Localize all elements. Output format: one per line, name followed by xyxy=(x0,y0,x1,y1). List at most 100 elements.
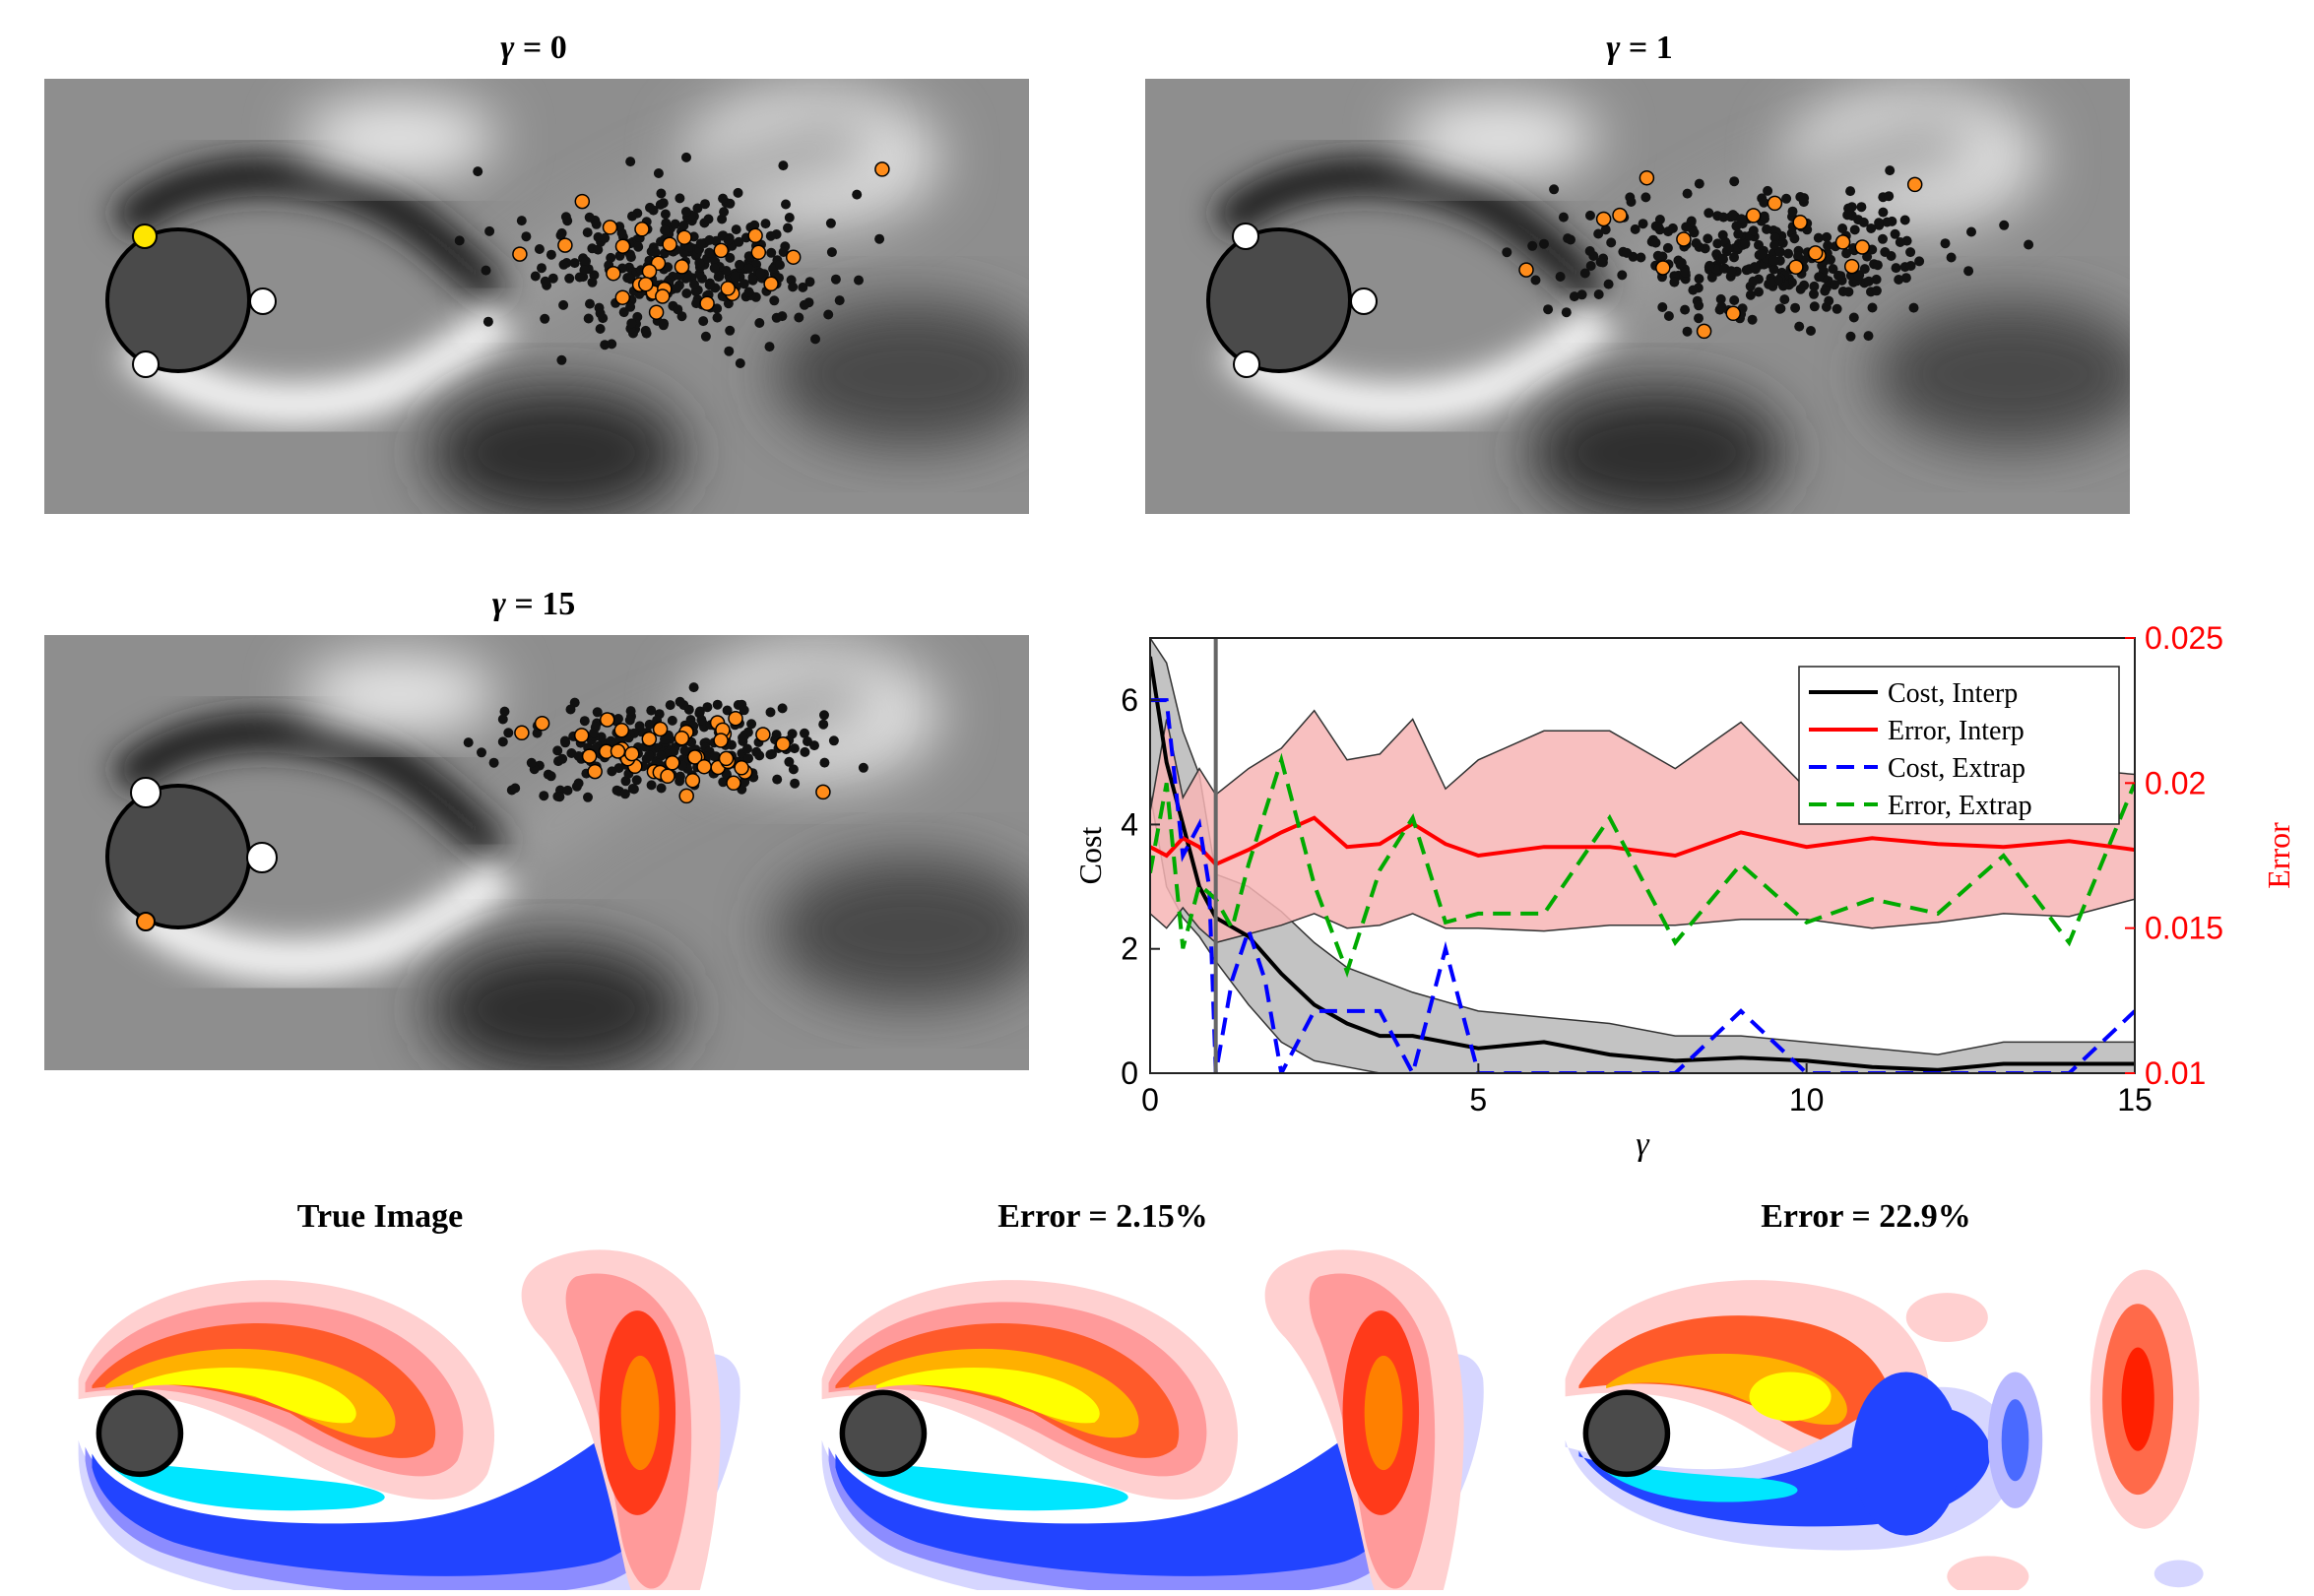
sensor-point-selected xyxy=(696,758,712,775)
sensor-dots xyxy=(454,152,890,368)
sensor-point xyxy=(1566,234,1575,245)
sensor-point xyxy=(1636,252,1646,263)
sensor-point xyxy=(700,331,711,342)
y-tick-label-right: 0.025 xyxy=(2145,620,2223,656)
sensor-point xyxy=(499,706,510,717)
sensor-point xyxy=(1790,302,1801,313)
sensor-point xyxy=(754,750,765,761)
sensor-point xyxy=(1716,301,1727,312)
sensor-point xyxy=(819,757,830,768)
sensor-point xyxy=(557,753,568,764)
sensor-point xyxy=(574,272,585,283)
sensor-point xyxy=(858,762,868,773)
sensor-point xyxy=(760,219,771,229)
sensor-point xyxy=(1712,238,1723,249)
sensor-point xyxy=(1748,276,1759,287)
sensor-point xyxy=(1718,212,1729,223)
sensor-point xyxy=(569,258,580,269)
sensor-point xyxy=(765,230,776,241)
sensor-point xyxy=(1561,307,1572,318)
sensor-point-selected xyxy=(581,748,598,764)
sensor-point xyxy=(694,706,705,717)
sensor-point xyxy=(1654,251,1665,262)
sensor-point xyxy=(665,700,675,711)
sensor-point xyxy=(1871,286,1882,296)
sensor-point xyxy=(1999,220,2010,230)
sensor-point xyxy=(743,263,754,274)
sensor-point-selected xyxy=(676,229,692,245)
sensor-panel-gamma-15 xyxy=(44,635,1029,1070)
sensor-point xyxy=(669,746,679,757)
sensor-point xyxy=(1689,227,1700,238)
sensor-point xyxy=(712,699,723,710)
sensor-point xyxy=(559,735,570,746)
sensor-point xyxy=(789,743,800,754)
sensor-point-selected xyxy=(785,249,802,265)
sensor-point xyxy=(592,707,603,718)
sensor-point xyxy=(819,710,829,721)
sensor-point xyxy=(735,358,745,368)
sensor-point xyxy=(1617,270,1628,281)
sensor-point-selected xyxy=(606,265,621,282)
sensor-point xyxy=(1749,262,1760,273)
x-tick-label: 5 xyxy=(1469,1082,1487,1117)
sensor-point xyxy=(800,746,810,757)
sensor-point xyxy=(1895,237,1905,247)
sensor-point xyxy=(503,728,514,738)
sensor-point xyxy=(1963,266,1974,277)
sensor-point xyxy=(1878,233,1888,244)
sensor-point xyxy=(1502,247,1512,258)
sensor-point xyxy=(712,312,723,323)
sensor-point xyxy=(477,747,486,758)
sensor-point xyxy=(521,231,532,242)
sensor-point xyxy=(771,312,782,323)
sensor-point xyxy=(1703,233,1713,244)
sensor-point xyxy=(1694,300,1704,311)
sensor-point xyxy=(766,247,777,258)
sensor-point xyxy=(625,157,636,167)
sensor-point xyxy=(1584,246,1595,256)
sensor-point xyxy=(583,313,594,324)
sensor-point xyxy=(704,234,715,245)
sensor-point xyxy=(1894,275,1904,285)
plot-frame xyxy=(1149,637,2136,1074)
sensor-point xyxy=(783,223,793,233)
sensor-point xyxy=(556,354,567,365)
sensor-point xyxy=(646,780,657,791)
sensor-point-selected xyxy=(678,788,694,804)
sensor-point xyxy=(1663,311,1674,321)
sensor-point xyxy=(719,207,730,218)
sensor-point xyxy=(1890,228,1900,239)
sensor-point xyxy=(672,283,682,293)
sensor-point xyxy=(583,792,593,802)
sensor-point xyxy=(1680,304,1691,315)
cylinder-sensor-white xyxy=(130,777,161,808)
sensor-point xyxy=(1858,217,1869,227)
sensor-point xyxy=(1740,238,1751,249)
sensor-point xyxy=(645,202,655,213)
sensor-point xyxy=(702,702,713,713)
sensor-point xyxy=(700,199,710,210)
sensor-point xyxy=(1905,261,1916,271)
sensor-point xyxy=(804,277,815,287)
series-line-cost-extrap xyxy=(1150,698,2135,1073)
y-axis-label-error: Error xyxy=(2261,822,2296,889)
sensor-point xyxy=(1772,275,1783,286)
sensor-point-selected xyxy=(1639,169,1655,186)
sensor-point xyxy=(1626,197,1637,207)
sensor-point xyxy=(552,745,563,756)
sensor-point xyxy=(625,706,636,717)
title-true-image: True Image xyxy=(296,1198,464,1235)
sensor-point xyxy=(1527,240,1538,251)
sensor-point xyxy=(725,325,736,336)
sensor-point xyxy=(558,299,569,310)
sensor-point xyxy=(607,766,617,777)
legend-label-cost-interp: Cost, Interp xyxy=(1888,678,2018,709)
sensor-point xyxy=(595,324,606,334)
sensor-point xyxy=(534,244,545,254)
sensor-point xyxy=(1754,287,1764,297)
sensor-point xyxy=(803,736,812,746)
sensor-point-selected xyxy=(1834,234,1851,250)
cylinder-sensor-orange xyxy=(136,912,156,931)
sensor-point xyxy=(1841,248,1852,259)
